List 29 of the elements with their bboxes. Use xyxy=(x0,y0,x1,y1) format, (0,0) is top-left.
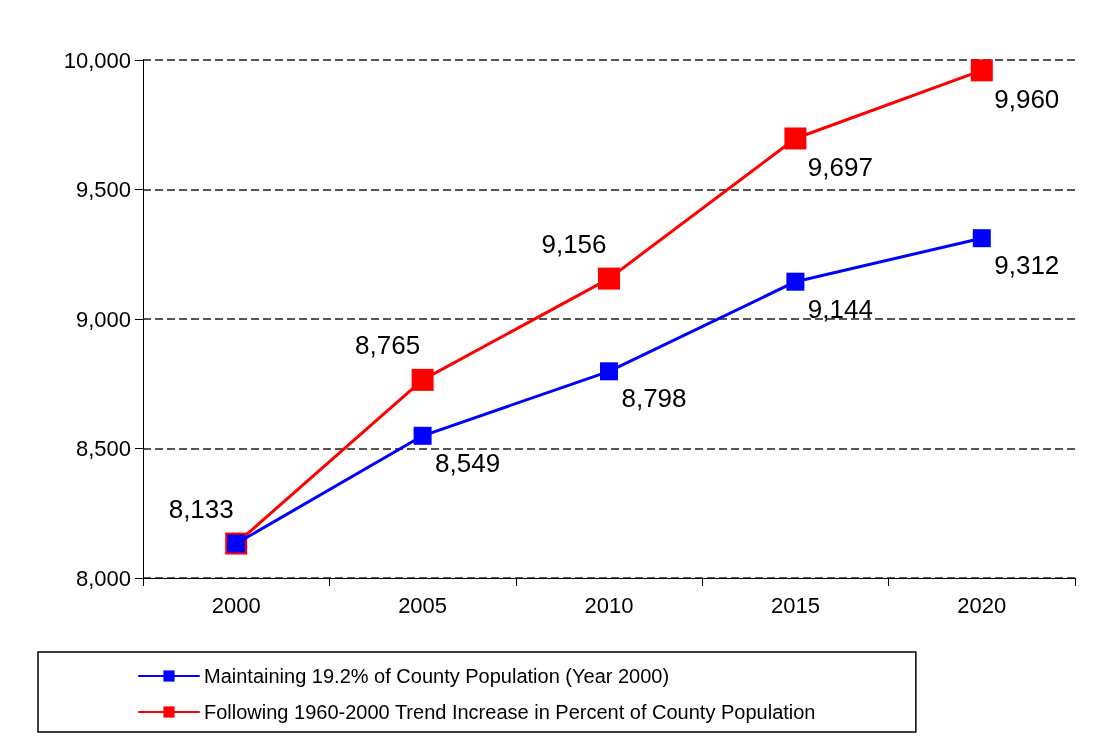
x-tick-label: 2015 xyxy=(770,592,820,618)
y-tick-label: 8,500 xyxy=(75,436,131,461)
y-tick-label: 10,000 xyxy=(63,47,131,73)
x-tick-label: 2000 xyxy=(211,592,261,618)
data-label: 9,144 xyxy=(807,293,873,324)
point xyxy=(598,267,620,290)
legend-label: Following 1960-2000 Trend Increase in Percent of County Population xyxy=(204,701,816,723)
data-label: 8,133 xyxy=(168,493,234,524)
data-label: 9,697 xyxy=(807,152,873,183)
point xyxy=(411,368,434,391)
data-label: 8,549 xyxy=(435,447,501,478)
point xyxy=(413,426,432,445)
data-label: 8,765 xyxy=(355,329,421,360)
point xyxy=(972,229,991,248)
point xyxy=(786,272,805,291)
y-tick-label: 8,000 xyxy=(75,565,131,591)
y-tick-label: 9,000 xyxy=(75,306,131,332)
legend-label: Maintaining 19.2% of County Population (Year 2000) xyxy=(204,665,670,687)
x-tick-label: 2020 xyxy=(957,592,1007,618)
data-label: 8,798 xyxy=(621,383,687,414)
y-tick-label: 9,500 xyxy=(75,177,131,202)
x-tick-label: 2010 xyxy=(584,592,634,618)
data-label: 9,960 xyxy=(994,84,1060,115)
point xyxy=(970,59,993,82)
point xyxy=(600,362,618,381)
point xyxy=(784,127,807,150)
data-label: 9,312 xyxy=(994,250,1060,281)
data-label: 9,156 xyxy=(541,228,607,259)
x-tick-label: 2005 xyxy=(398,592,448,618)
